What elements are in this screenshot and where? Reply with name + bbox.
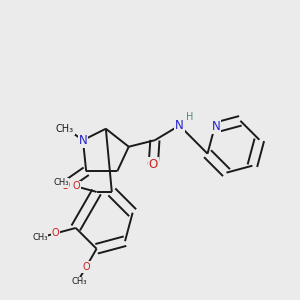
Text: CH₃: CH₃ (32, 232, 48, 242)
Text: O: O (82, 262, 90, 272)
Text: N: N (212, 120, 220, 133)
Text: O: O (148, 158, 158, 171)
Text: CH₃: CH₃ (71, 277, 87, 286)
Text: N: N (79, 134, 87, 147)
Text: H: H (186, 112, 193, 122)
Text: CH₃: CH₃ (53, 178, 69, 187)
Text: N: N (175, 119, 184, 132)
Text: O: O (60, 179, 70, 193)
Text: O: O (51, 229, 59, 238)
Text: CH₃: CH₃ (56, 124, 74, 134)
Text: O: O (72, 182, 80, 191)
